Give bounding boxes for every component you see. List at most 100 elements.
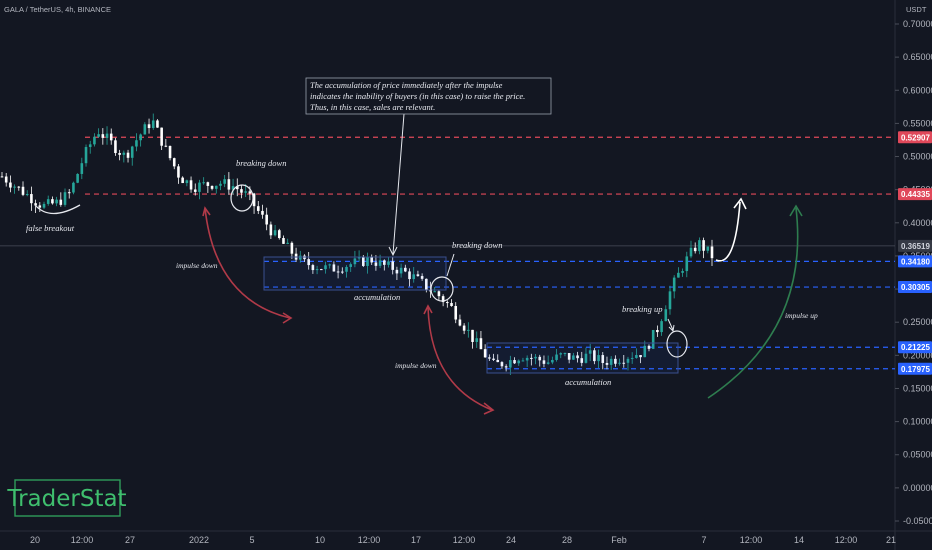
candle-body [433, 291, 437, 293]
candle-body [563, 353, 567, 355]
candle-body [462, 325, 466, 331]
breakdown-circle-1[interactable] [230, 184, 254, 212]
candle-body [231, 186, 235, 190]
candle-body [656, 330, 659, 333]
candle-body [219, 183, 222, 186]
price-label-text: 0.52907 [901, 133, 930, 142]
breaking-down-pointer-2 [446, 253, 455, 277]
candle-body [446, 302, 449, 304]
candle-body [702, 240, 705, 251]
candle-body [504, 366, 508, 368]
candle-body [126, 152, 130, 158]
note-line: indicates the inability of buyers (in th… [310, 91, 525, 101]
candle-body [479, 338, 483, 350]
time-tick-label: 12:00 [835, 535, 858, 545]
candle-body [109, 133, 113, 141]
candle-body [59, 199, 63, 205]
candle-body [63, 192, 67, 205]
impulse-up-label: impulse up [785, 311, 818, 320]
candle-body [681, 271, 684, 273]
candle-body [80, 163, 84, 174]
candle-body [542, 360, 546, 364]
breakdown-circle-2[interactable] [430, 276, 454, 302]
time-tick-label: 14 [794, 535, 804, 545]
candle-body [521, 360, 525, 362]
candle-body [639, 355, 642, 358]
time-tick-label: 21 [886, 535, 896, 545]
candle-body [206, 182, 210, 186]
candle-body [374, 262, 378, 266]
candle-body [395, 269, 399, 274]
price-axis[interactable]: 0.700000.650000.600000.550000.500000.450… [895, 19, 932, 526]
candle-body [172, 158, 176, 167]
candle-body [210, 185, 214, 189]
candle-body [441, 296, 445, 303]
price-label-text: 0.21225 [901, 343, 930, 352]
price-label-box [898, 341, 932, 354]
candle-body [101, 134, 105, 138]
impulse-down-arrow-1 [204, 207, 291, 319]
candle-body [244, 191, 247, 193]
impulse-down-tail-2 [423, 304, 433, 315]
currency-label: USDT [906, 5, 927, 14]
candle-body [256, 206, 260, 211]
candle-body [471, 329, 474, 342]
time-tick-label: Feb [611, 535, 627, 545]
price-label-box [898, 255, 932, 268]
candle-body [290, 242, 294, 254]
candle-body [97, 134, 100, 137]
traderstat-logo: TraderStat [6, 479, 127, 517]
breakout-circle[interactable] [666, 330, 688, 358]
time-tick-label: 12:00 [453, 535, 476, 545]
candle-body [370, 257, 374, 263]
symbol-info[interactable]: GALA / TetherUS, 4h, BINANCE [4, 5, 111, 14]
projection-arrowhead [733, 197, 747, 210]
candle-body [693, 247, 697, 252]
accumulation-label-1: accumulation [354, 292, 400, 302]
candle-body [143, 124, 147, 135]
candle-body [378, 260, 382, 266]
candle-body [185, 180, 189, 184]
accumulation-box-1[interactable] [263, 256, 447, 291]
breaking-up-label: breaking up [622, 304, 663, 314]
price-label-box [898, 239, 932, 252]
candle-body [67, 192, 71, 194]
candle-body [588, 350, 592, 354]
candle-body [706, 246, 710, 251]
candle-body [651, 330, 655, 349]
candle-body [261, 210, 264, 215]
note-text: The accumulation of price immediately af… [310, 80, 525, 112]
candle-body [572, 355, 575, 360]
candle-body [475, 338, 479, 342]
candle-body [265, 214, 268, 225]
candle-body [324, 265, 327, 270]
accumulation-box-2[interactable] [486, 342, 679, 374]
note-box[interactable] [305, 77, 552, 115]
candle-body [248, 191, 252, 194]
note-pointer [392, 113, 405, 255]
time-axis[interactable]: 20 12:00 27 2022 5 10 12:00 17 12:00 24 28 Feb 7 12:0… [30, 535, 896, 545]
candle-body [391, 261, 395, 270]
candle-body [21, 186, 25, 195]
candle-body [408, 271, 411, 280]
candle-body [546, 362, 550, 364]
impulse-down-tail-1 [202, 206, 211, 217]
candle-body [567, 353, 571, 360]
candle-body [160, 127, 163, 146]
candle-body [328, 264, 331, 266]
candle-body [559, 353, 563, 355]
candle-body [88, 144, 92, 148]
candle-body [643, 345, 647, 358]
price-label-box [898, 362, 932, 375]
candle-body [668, 291, 672, 310]
candle-body [593, 350, 596, 362]
candle-body [698, 240, 701, 252]
price-label-box [898, 281, 932, 294]
time-tick-label: 7 [701, 535, 706, 545]
